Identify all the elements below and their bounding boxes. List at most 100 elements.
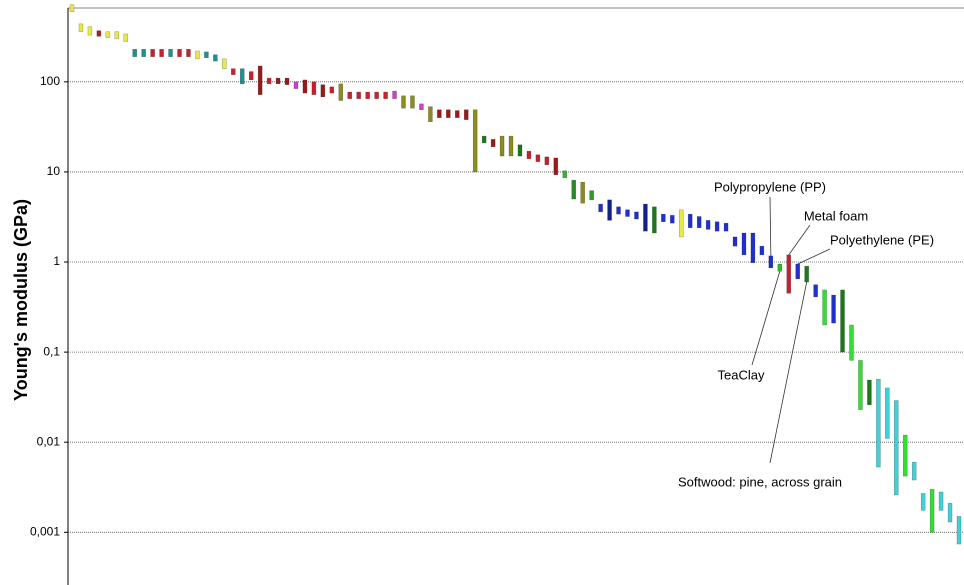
range-bar (320, 84, 326, 98)
range-bar (284, 77, 290, 85)
range-bar (231, 68, 236, 75)
range-bar (248, 71, 254, 81)
range-bar (455, 110, 460, 118)
range-bar (69, 4, 75, 12)
range-bar (132, 48, 137, 57)
range-bar (553, 157, 559, 176)
range-bar (741, 232, 747, 256)
range-bar (266, 77, 272, 85)
range-bar (920, 493, 926, 511)
range-bar (858, 360, 863, 410)
range-bar (213, 54, 218, 62)
range-bar (204, 51, 209, 59)
range-bar (517, 144, 523, 157)
range-bar (356, 91, 361, 99)
range-bar (168, 48, 173, 57)
y-tick-label: 1 (53, 254, 60, 268)
range-bar (87, 26, 93, 36)
range-bar (401, 95, 406, 109)
range-bar (607, 199, 612, 221)
range-bar (562, 170, 568, 179)
range-bar (105, 31, 111, 38)
range-bar (383, 91, 388, 99)
range-bar (275, 77, 281, 85)
range-bar (822, 289, 827, 326)
range-bar (938, 491, 944, 511)
range-bar (687, 213, 693, 229)
range-bar (544, 156, 550, 166)
range-bar (499, 135, 505, 157)
range-bar (159, 48, 164, 57)
range-bar (911, 461, 917, 481)
range-bar (616, 206, 621, 215)
range-bar (508, 135, 514, 157)
range-bar (526, 150, 532, 160)
range-bar (114, 31, 120, 40)
range-bar (714, 221, 720, 232)
annotation-label: Polypropylene (PP) (714, 179, 826, 194)
range-bar (302, 79, 308, 94)
range-bar (239, 68, 245, 85)
range-bar (795, 263, 800, 280)
range-bar (481, 135, 487, 144)
range-bar (472, 109, 478, 173)
range-bar (365, 91, 370, 99)
y-tick-label: 100 (40, 74, 60, 88)
range-bar (437, 109, 442, 118)
annotation-leader (769, 196, 772, 256)
range-bar (670, 215, 675, 224)
range-bar (490, 139, 496, 148)
annotation-leader (751, 271, 781, 366)
range-bar (885, 387, 890, 439)
range-bar (849, 324, 854, 361)
range-bar (867, 379, 872, 406)
range-bar (195, 50, 200, 60)
range-bar (571, 179, 576, 200)
range-bar (956, 516, 962, 545)
range-bar (652, 206, 657, 234)
range-bar (813, 284, 818, 298)
range-bar (625, 209, 630, 217)
range-bar (446, 109, 451, 118)
range-bar (894, 400, 899, 496)
range-bar (589, 190, 594, 201)
range-bar (535, 154, 541, 162)
y-axis-label: Young's modulus (GPa) (11, 199, 31, 401)
range-bar (634, 211, 639, 220)
range-bar (177, 48, 182, 57)
range-bar (311, 81, 317, 95)
annotation-leader (797, 248, 831, 265)
range-bar (598, 203, 603, 213)
range-bar (786, 254, 792, 294)
range-bar (96, 30, 102, 37)
range-bar (661, 213, 666, 222)
range-bar (123, 33, 129, 42)
range-bar (679, 209, 684, 238)
y-tick-label: 0,01 (37, 434, 61, 448)
range-bar (804, 265, 809, 283)
range-bar (78, 23, 84, 32)
range-bar (141, 48, 146, 57)
range-bar (392, 90, 397, 99)
range-bar (428, 106, 433, 123)
range-bar (643, 203, 648, 232)
range-bar (419, 103, 424, 110)
range-bar (293, 81, 299, 89)
range-bar (947, 503, 953, 523)
range-bar (580, 181, 585, 204)
range-bar (759, 245, 765, 256)
range-bar (347, 91, 352, 99)
range-bar (840, 289, 845, 353)
y-tick-label: 10 (47, 164, 61, 178)
range-bar (410, 95, 415, 109)
range-bar (876, 378, 881, 468)
range-bar (705, 220, 711, 230)
range-bar (929, 489, 935, 533)
y-tick-label: 0,001 (30, 524, 60, 538)
range-bar (150, 48, 155, 57)
range-bar (329, 86, 335, 94)
range-bar (750, 232, 756, 264)
y-tick-label: 0,1 (43, 344, 60, 358)
range-bar (732, 236, 738, 247)
